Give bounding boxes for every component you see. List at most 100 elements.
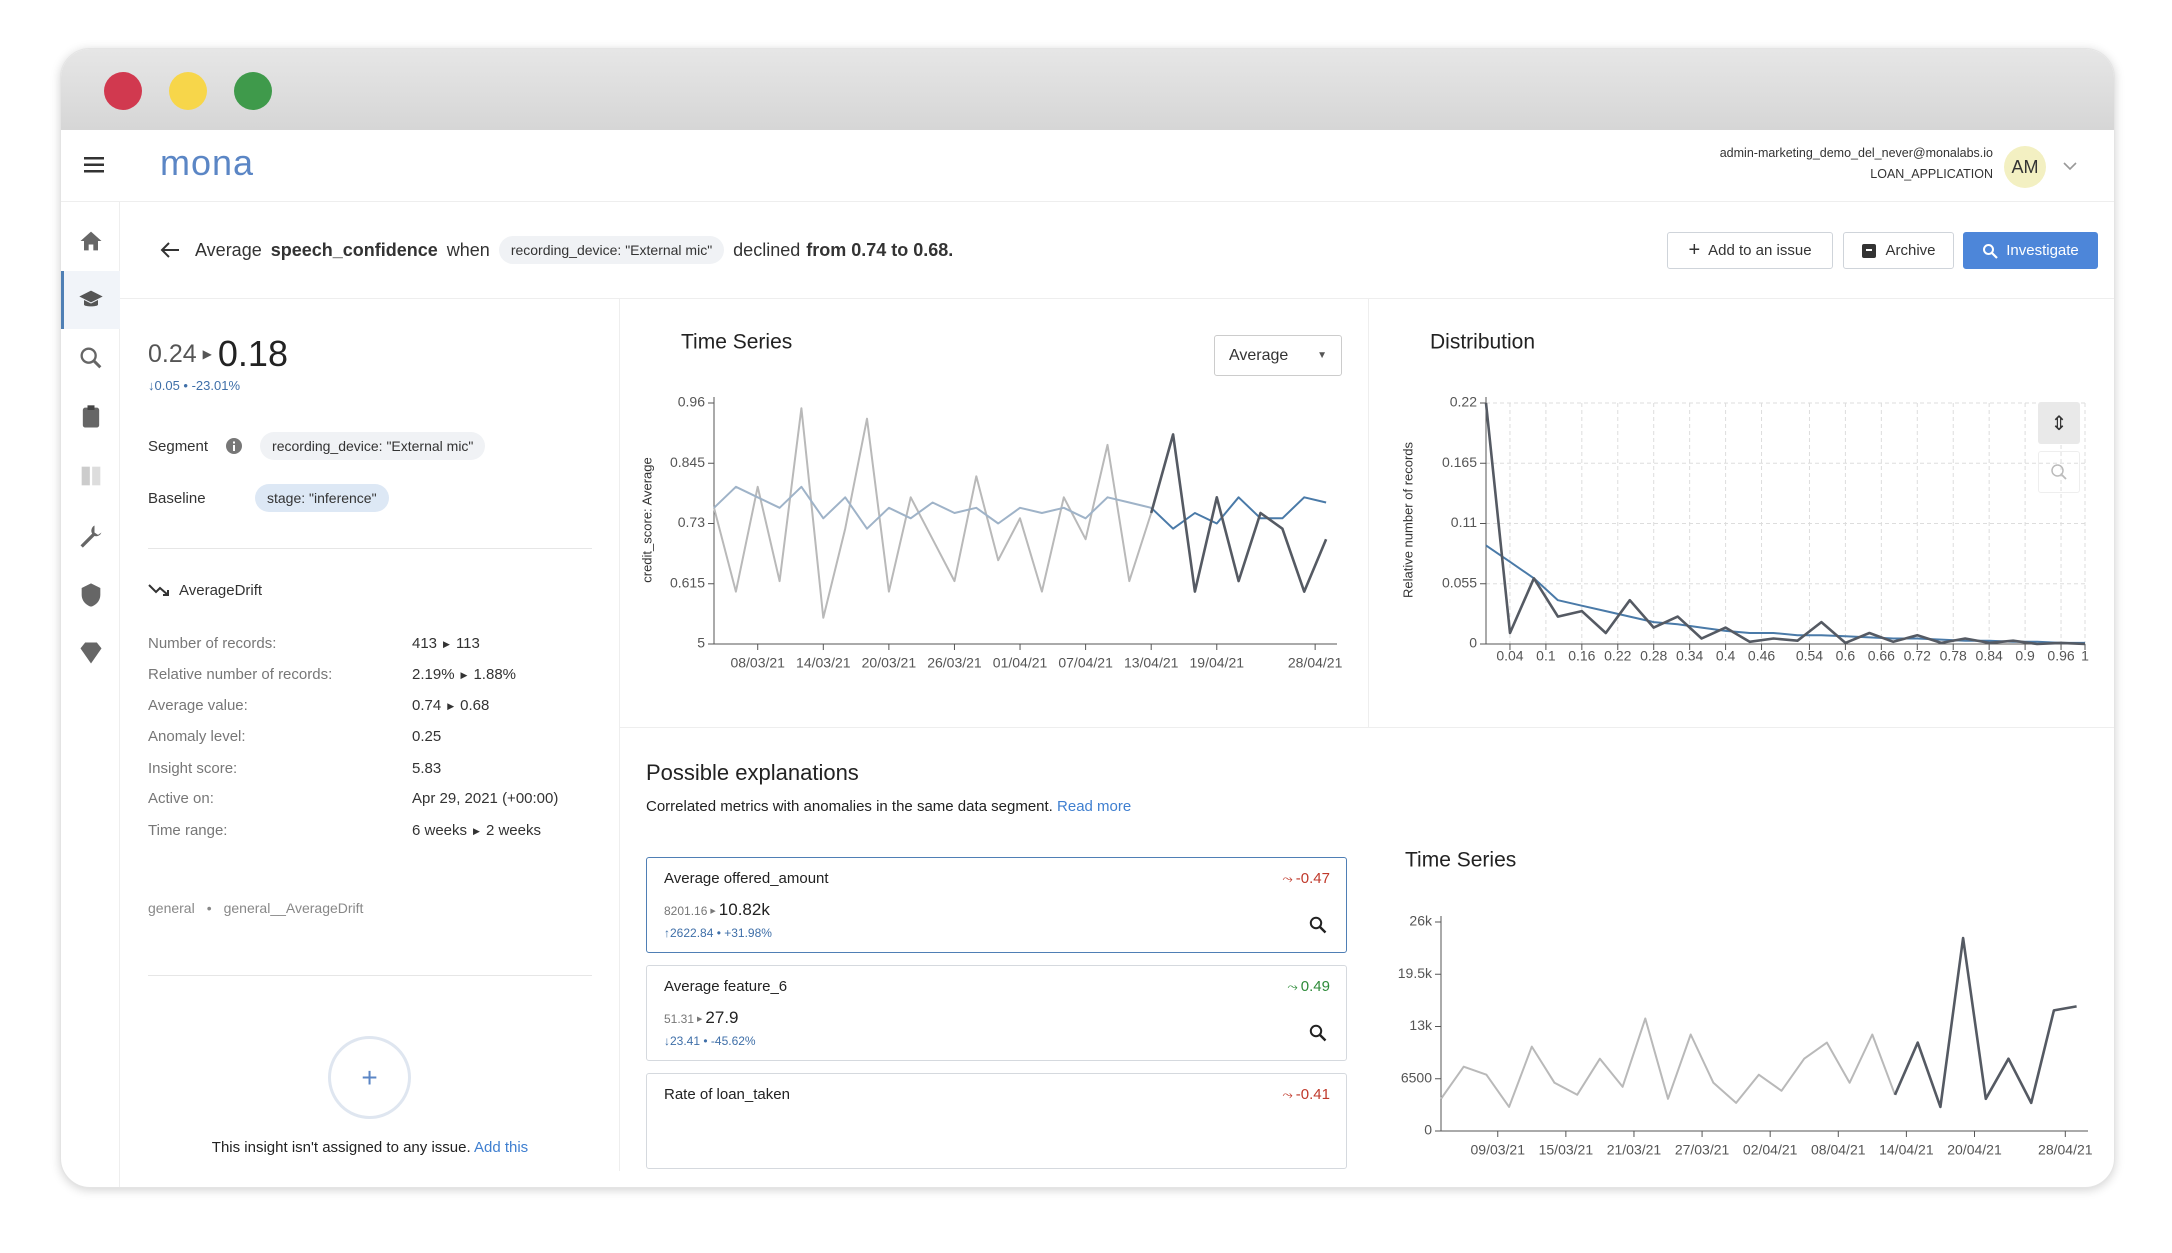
detector: AverageDrift — [148, 579, 262, 601]
nav-settings[interactable] — [77, 522, 105, 550]
arrow: ▶ — [202, 347, 212, 361]
minimize-dot[interactable] — [169, 72, 207, 110]
investigate-button[interactable]: Investigate — [1963, 232, 2098, 269]
score-icon: ⤳ — [1287, 979, 1298, 994]
read-more-link[interactable]: Read more — [1057, 798, 1132, 815]
segment-chip: recording_device: "External mic" — [498, 236, 725, 264]
explanation-card[interactable]: Average feature_6 ⤳ 0.49 51.31 ▶ 27.9 ↓23.41 •… — [646, 965, 1347, 1061]
collapse-button[interactable]: ⇕ — [2038, 402, 2080, 444]
value-part: 2.19% — [412, 666, 455, 683]
plus-icon: + — [1688, 239, 1701, 261]
value-part: 5.83 — [412, 760, 442, 777]
nav-plan[interactable] — [77, 639, 105, 667]
score-icon: ⤳ — [1282, 871, 1293, 886]
tags: general • general__AverageDrift — [148, 897, 363, 919]
add-to-issue-button[interactable]: + Add to an issue — [1667, 232, 1833, 269]
logo[interactable]: mona — [160, 142, 255, 183]
add-issue-circle[interactable]: + — [328, 1036, 411, 1119]
explanations-subtitle: Correlated metrics with anomalies in the… — [646, 798, 1131, 815]
explanation-card[interactable]: Average offered_amount ⤳ -0.47 8201.16 ▶ 10.8… — [646, 857, 1347, 953]
button-label: Investigate — [2006, 242, 2079, 259]
chevron[interactable] — [2062, 161, 2078, 171]
explanation-time-series: Time Series 0 6500 13k 19.5k 26k 09/03/21 15/03… — [1398, 849, 2093, 1158]
x-tick-label: 15/03/21 — [1539, 1142, 1594, 1158]
x-tick-label: 0.22 — [1604, 648, 1631, 664]
x-tick-label: 20/04/21 — [1947, 1142, 2002, 1158]
divider — [148, 548, 592, 549]
y-tick-label: 5 — [697, 635, 705, 651]
close-dot[interactable] — [104, 72, 142, 110]
x-tick-label: 0.84 — [1976, 648, 2003, 664]
series-line — [713, 407, 1153, 619]
nav-security[interactable] — [77, 581, 105, 609]
before: 8201.16 — [664, 904, 708, 918]
x-tick-label: 02/04/21 — [1743, 1142, 1798, 1158]
card-score: ⤳ 0.49 — [1287, 978, 1330, 995]
subtitle-text: Correlated metrics with anomalies in the… — [646, 798, 1053, 815]
insight-details: 0.24 ▶ 0.18 ↓0.05 • -23.01% Segment reco… — [120, 299, 620, 1171]
value-delta: ↓0.05 • -23.01% — [148, 378, 240, 393]
user-email: admin-marketing_demo_del_never@monalabs.… — [1719, 146, 1993, 160]
arrow: ▶ — [697, 1016, 703, 1023]
score-value: -0.41 — [1295, 1086, 1330, 1103]
arrow: ▶ — [460, 670, 468, 680]
y-tick-label: 0.165 — [1442, 454, 1477, 470]
delta: 0.05 • -23.01% — [154, 378, 241, 393]
y-tick-label: 26k — [1409, 913, 1433, 929]
chart-title: Distribution — [1430, 331, 1535, 354]
nav-insights[interactable] — [77, 286, 105, 314]
archive-button[interactable]: Archive — [1843, 232, 1954, 269]
back-arrow[interactable] — [159, 240, 181, 260]
chart-title: Time Series — [681, 331, 792, 354]
maximize-dot[interactable] — [234, 72, 272, 110]
aggregation-dropdown[interactable]: Average ▼ — [1214, 335, 1342, 376]
investigate-icon[interactable] — [1309, 916, 1327, 934]
nav-issues[interactable] — [77, 403, 105, 431]
zoom-button[interactable] — [2038, 451, 2080, 493]
x-tick-label: 19/04/21 — [1190, 655, 1245, 671]
nav-home[interactable] — [77, 227, 105, 255]
stat-label: Active on: — [148, 790, 214, 807]
stat-value: Apr 29, 2021 (+00:00) — [412, 790, 558, 807]
zoom-icon — [2051, 464, 2067, 480]
x-tick-label: 0.1 — [1536, 648, 1556, 664]
avatar[interactable]: AM — [2004, 146, 2046, 188]
stat-label: Anomaly level: — [148, 728, 246, 745]
time-series-chart: Time Series credit_score: Average 0.96 0.84… — [639, 331, 1343, 671]
value-part: 0.25 — [412, 728, 442, 745]
x-tick-label: 0.28 — [1640, 648, 1667, 664]
x-tick-label: 27/03/21 — [1675, 1142, 1730, 1158]
card-title: Average feature_6 — [664, 978, 788, 995]
nav-search[interactable] — [77, 344, 105, 372]
value-part: 6 weeks — [412, 822, 468, 839]
value-part: 413 — [412, 635, 438, 652]
segment-value: 0.18 — [217, 333, 288, 374]
series-line — [1149, 433, 1328, 593]
card-delta: ↑2622.84 • +31.98% — [664, 926, 772, 940]
nav-docs[interactable] — [77, 462, 105, 490]
y-tick-label: 0.11 — [1451, 514, 1477, 530]
explanation-card[interactable]: Rate of loan_taken ⤳ -0.41 — [646, 1073, 1347, 1169]
x-tick-label: 0.16 — [1568, 648, 1595, 664]
dropdown-value: Average — [1229, 346, 1289, 364]
stat-label: Relative number of records: — [148, 666, 333, 683]
distribution-panel: Distribution Relative number of records 0 0… — [1369, 299, 2114, 728]
browser-window: mona admin-marketing_demo_del_never@mona… — [60, 48, 2115, 1188]
y-tick-label: 0 — [1424, 1122, 1432, 1138]
investigate-icon[interactable] — [1309, 1024, 1327, 1042]
delta: 2622.84 • +31.98% — [670, 926, 772, 940]
x-tick-label: 1 — [2081, 648, 2089, 664]
menu-icon[interactable] — [84, 155, 106, 175]
x-tick-label: 08/03/21 — [730, 655, 785, 671]
x-tick-label: 07/04/21 — [1058, 655, 1113, 671]
user-context: LOAN_APPLICATION — [1870, 167, 1993, 181]
stat-value: 0.25 — [412, 728, 441, 745]
value-part: 0.74 — [412, 697, 442, 714]
issue-link[interactable]: Add this — [473, 1139, 529, 1156]
app-header: mona admin-marketing_demo_del_never@mona… — [61, 130, 2114, 202]
info-icon[interactable] — [225, 437, 243, 455]
x-tick-label: 28/04/21 — [1288, 655, 1343, 671]
x-tick-label: 0.72 — [1904, 648, 1931, 664]
when: when — [446, 239, 490, 260]
before: 51.31 — [664, 1012, 695, 1026]
